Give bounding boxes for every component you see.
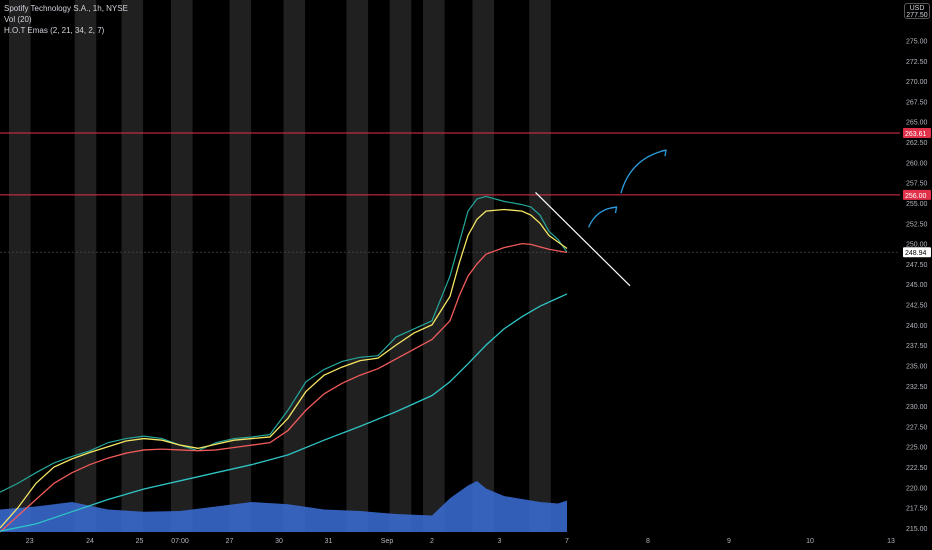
price-axis: 215.00 217.50 220.00 222.50 225.00 227.50 230.… [906,38,928,532]
price-tick-label: 270.00 [906,79,928,86]
time-tick-label: 24 [86,538,94,545]
price-tick-label: 272.50 [906,59,928,66]
currency-label: USD [909,5,925,12]
price-level-badge [903,189,931,200]
time-tick-label: 27 [226,538,234,545]
price-tick-label: 257.50 [906,181,928,188]
time-tick-label: 31 [325,538,333,545]
price-tick-label: 260.00 [906,160,928,167]
last-price-label: 248.94 [905,250,927,257]
time-tick-label: Sep [381,538,394,545]
price-tick-label: 250.00 [906,242,928,249]
time-tick-label: 13 [887,538,895,545]
session-band [529,0,551,532]
ema_fast-line [0,208,568,529]
arrow-head [611,206,618,214]
price-tick-label: 237.50 [906,343,928,350]
price-tick-label: 262.50 [906,140,928,147]
price-tick-label: 275.00 [906,38,928,45]
time-tick-label: 30 [275,538,283,545]
arrow-head [660,149,667,157]
currency-button[interactable]: USD 277.50 [904,3,930,19]
price-tick-label: 225.00 [906,445,928,452]
price-tick-label: 232.50 [906,384,928,391]
session-band [389,0,412,532]
price-level-label: 256.00 [905,193,927,200]
price-tick-label: 252.50 [906,221,928,228]
session-band [9,0,31,532]
price-tick-label: 267.50 [906,99,928,106]
last-price-badge [903,247,931,258]
session-band [229,0,252,532]
price-tick-label: 242.50 [906,303,928,310]
volume-indicator-label[interactable]: Vol (20) [4,15,32,24]
ema_mid-line [0,242,568,533]
price-tick-label: 235.00 [906,363,928,370]
price-tick-label: 265.00 [906,120,928,127]
series-layer [0,195,568,533]
ema_slow-line [0,293,568,532]
time-tick-label: 8 [646,538,650,545]
price-tick-label: 227.50 [906,424,928,431]
annotation-layer [535,149,667,287]
time-tick-label: 2 [430,538,434,545]
volume-layer [0,481,567,532]
close-line [0,195,568,493]
time-tick-label: 9 [727,538,731,545]
time-tick-label: 7 [565,538,569,545]
price-tick-label: 247.50 [906,262,928,269]
price-tick-label: 220.00 [906,485,928,492]
session-band [423,0,445,532]
price-level-badge [903,128,931,139]
price-tick-label: 215.00 [906,526,928,533]
session-band [346,0,369,532]
time-tick-label: 07:00 [171,538,189,545]
symbol-title[interactable]: Spotify Technology S.A., 1h, NYSE [4,4,128,13]
time-axis: 23 24 25 07:00 27 30 31 Sep 2 3 7 8 9 10 13 [26,538,895,545]
time-tick-label: 10 [806,538,814,545]
price-tick-label: 230.00 [906,404,928,411]
price-tick-label: 245.00 [906,282,928,289]
chart-legend: Spotify Technology S.A., 1h, NYSE Vol (2… [4,3,128,36]
price-tick-label: 217.50 [906,506,928,513]
ema-indicator-label[interactable]: H.O.T Emas (2, 21, 34, 2, 7) [4,26,105,35]
time-tick-label: 25 [136,538,144,545]
arrow-curve [588,206,617,228]
time-tick-label: 23 [26,538,34,545]
price-tick-label: 222.50 [906,465,928,472]
session-band [171,0,193,532]
price-tick-label: 240.00 [906,323,928,330]
currency-value: 277.50 [906,12,928,19]
arrow-curve [620,149,667,194]
time-tick-label: 3 [498,538,502,545]
price-tick-label: 255.00 [906,201,928,208]
volume-area [0,481,567,532]
trendline [535,191,631,287]
price-level-lines: 263.61 256.00 248.94 [0,128,931,258]
price-level-label: 263.61 [905,131,927,138]
